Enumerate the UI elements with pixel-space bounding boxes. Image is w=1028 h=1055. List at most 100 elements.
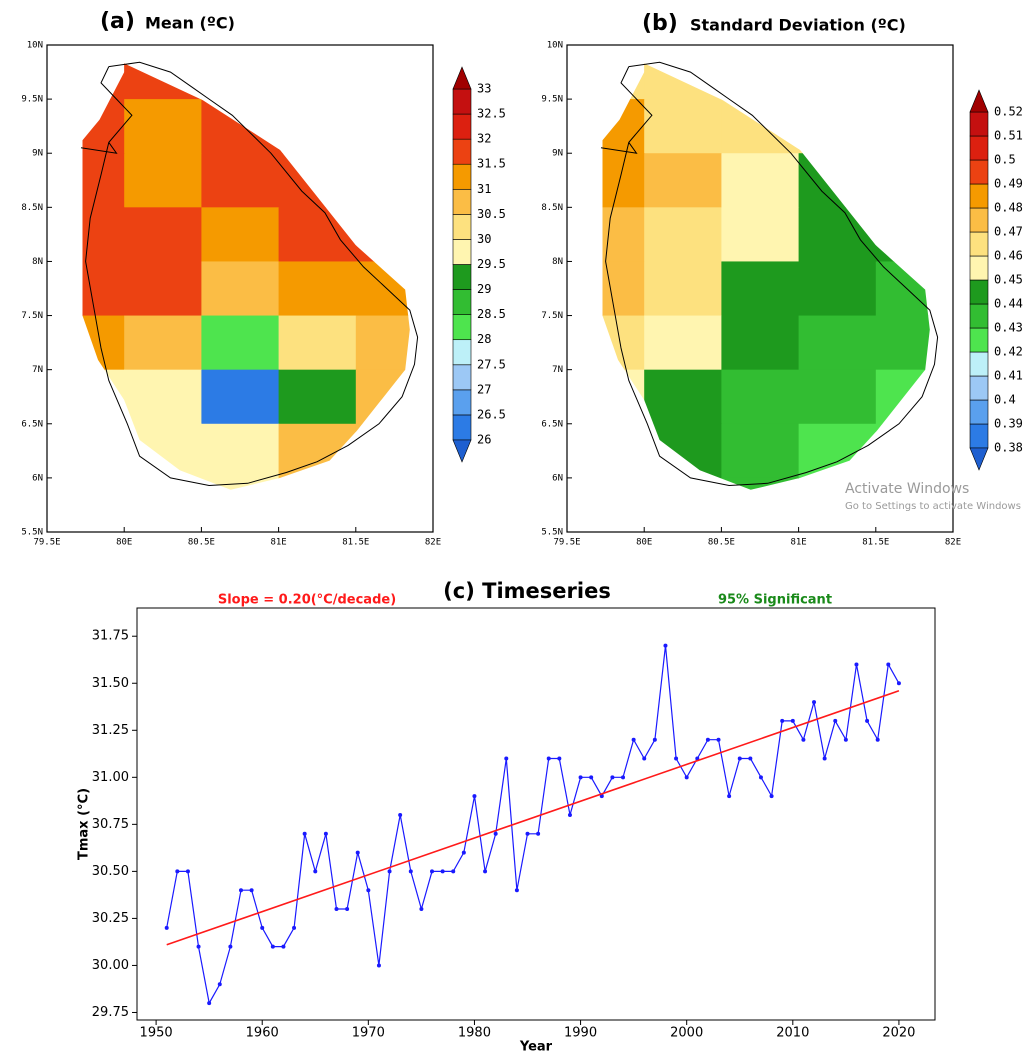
grid-cell [798, 423, 877, 479]
y-tick-label: 30.00 [92, 958, 129, 973]
data-point [854, 662, 859, 667]
colorbar-label: 0.5 [994, 153, 1016, 167]
y-tick-label: 9.5N [541, 95, 563, 105]
colorbar-label: 0.44 [994, 297, 1023, 311]
grid-cell [124, 207, 202, 263]
y-tick-label: 8.5N [541, 203, 563, 213]
colorbar-label: 32.5 [477, 107, 506, 121]
colorbar-label: 26 [477, 433, 491, 447]
chart-title: (c) Timeseries [443, 579, 611, 603]
y-tick-label: 9.5N [21, 95, 43, 105]
y-tick-label: 10N [27, 41, 43, 51]
grid-cell [82, 315, 125, 371]
colorbar-bin [969, 111, 989, 137]
colorbar-label: 0.38 [994, 441, 1023, 455]
data-point [196, 944, 201, 949]
grid-cell [201, 369, 280, 425]
colorbar-label: 0.42 [994, 345, 1023, 359]
colorbar-bin [452, 88, 472, 115]
colorbar-label: 30 [477, 232, 491, 246]
data-point [249, 888, 254, 893]
grid-cell [798, 207, 877, 263]
y-tick-label: 29.75 [92, 1005, 129, 1020]
data-point [323, 831, 328, 836]
grid-cell [278, 369, 357, 425]
data-point [398, 812, 403, 817]
data-point [175, 869, 180, 874]
data-point [546, 756, 551, 761]
grid-cell [201, 99, 280, 154]
x-tick-label: 2010 [776, 1026, 809, 1041]
data-line [166, 645, 900, 1005]
data-point [716, 737, 721, 742]
data-point [843, 737, 848, 742]
colorbar-label: 0.4 [994, 393, 1016, 407]
grid-cell [278, 423, 357, 479]
colorbar-label: 0.46 [994, 249, 1023, 263]
grid-cell [644, 207, 722, 263]
panel-title: Mean (ºC) [145, 14, 235, 33]
data-point [790, 718, 795, 723]
data-point [875, 737, 880, 742]
grid-cell [124, 261, 202, 317]
grid-cell [721, 423, 800, 479]
data-point [408, 869, 413, 874]
x-tick-label: 81.5E [342, 538, 369, 548]
grid-cell [644, 423, 722, 479]
x-axis-label: Year [519, 1040, 553, 1055]
colorbar-bin [452, 138, 472, 165]
colorbar-label: 0.39 [994, 417, 1023, 431]
grid-cell [201, 261, 280, 317]
y-tick-label: 31.50 [92, 676, 129, 691]
trend-line [166, 690, 900, 946]
data-point [387, 869, 392, 874]
data-point [769, 794, 774, 799]
grid-cell [875, 207, 930, 263]
grid-cell [124, 423, 202, 479]
colorbar-bin [969, 279, 989, 305]
colorbar-bin [969, 159, 989, 185]
grid-cell [721, 207, 800, 263]
watermark: Go to Settings to activate Windows [845, 501, 1021, 512]
colorbar-bin [452, 339, 472, 366]
colorbar-label: 28 [477, 332, 491, 346]
data-point [621, 775, 626, 780]
data-point [493, 831, 498, 836]
grid-cell [278, 99, 357, 154]
data-point [451, 869, 456, 874]
data-point [652, 737, 657, 742]
grid-cell [201, 423, 280, 479]
colorbar-bin [969, 375, 989, 401]
grid-cell [721, 369, 800, 425]
y-tick-label: 6N [32, 473, 43, 483]
data-point [865, 718, 870, 723]
y-tick-label: 6.5N [21, 419, 43, 429]
data-point [472, 794, 477, 799]
coastline [605, 61, 939, 487]
data-point [684, 775, 689, 780]
colorbar-bin [969, 351, 989, 377]
data-point [345, 907, 350, 912]
grid-cell [201, 207, 280, 263]
y-tick-label: 7N [552, 365, 563, 375]
grid-cell [355, 315, 410, 371]
colorbar-extend [969, 447, 989, 471]
y-tick-label: 5.5N [21, 528, 43, 538]
x-tick-label: 81E [270, 538, 286, 548]
y-tick-label: 7N [32, 365, 43, 375]
colorbar-label: 0.45 [994, 273, 1023, 287]
x-tick-label: 1970 [352, 1026, 385, 1041]
data-point [525, 831, 530, 836]
colorbar-bin [452, 389, 472, 416]
data-point [727, 794, 732, 799]
colorbar-label: 0.41 [994, 369, 1023, 383]
grid-cell [82, 153, 125, 208]
grid-cell [721, 315, 800, 371]
data-point [313, 869, 318, 874]
colorbar-label: 0.48 [994, 201, 1023, 215]
grid-cell [602, 369, 645, 425]
x-tick-label: 79.5E [553, 538, 580, 548]
map-frame [566, 44, 954, 533]
colorbar-bin [969, 207, 989, 233]
annotation: Slope = 0.20(°C/decade) [218, 593, 396, 608]
